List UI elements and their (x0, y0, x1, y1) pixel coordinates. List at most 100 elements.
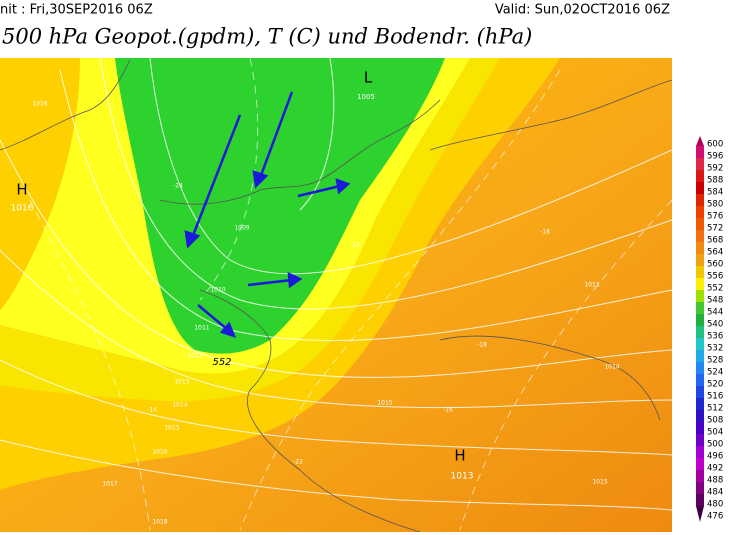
contour-label: 1016 (11, 204, 34, 214)
colorbar-label: 504 (707, 428, 723, 438)
colorbar-cell (696, 470, 704, 482)
map-title: 500 hPa Geopot.(gpdm), T (C) und Bodendr… (2, 25, 532, 49)
contour-label: 1013 (451, 472, 474, 482)
contour-label: 1016 (152, 449, 167, 456)
colorbar: 600 596 592 588 584 580 576 572 568 564 560 556 552 5… (696, 136, 723, 522)
colorbar-cell (696, 194, 704, 206)
colorbar-cap (696, 506, 704, 522)
colorbar-cell (696, 170, 704, 182)
colorbar-cell (696, 182, 704, 194)
colorbar-cell (696, 434, 704, 446)
contour-label: 1012 (187, 353, 202, 360)
colorbar-label: 564 (707, 248, 723, 258)
colorbar-label: 552 (707, 284, 723, 294)
colorbar-cell (696, 398, 704, 410)
contour-label: -18 (540, 229, 550, 236)
colorbar-label: 520 (707, 380, 723, 390)
colorbar-label: 548 (707, 296, 723, 306)
colorbar-label: 528 (707, 356, 723, 366)
colorbar-cell (696, 218, 704, 230)
colorbar-cell (696, 326, 704, 338)
colorbar-cell (696, 362, 704, 374)
colorbar-cell (696, 278, 704, 290)
colorbar-cell (696, 254, 704, 266)
colorbar-cell (696, 410, 704, 422)
colorbar-label: 580 (707, 200, 723, 210)
colorbar-cell (696, 458, 704, 470)
colorbar-label: 480 (707, 500, 723, 510)
map-field (0, 58, 672, 532)
colorbar-label: 544 (707, 308, 723, 318)
contour-label: 1014 (172, 402, 187, 409)
contour-label: 1009 (234, 225, 249, 232)
colorbar-cell (696, 290, 704, 302)
contour-label: 1015 (164, 425, 179, 432)
valid-time: Valid: Sun,02OCT2016 06Z (495, 3, 670, 18)
colorbar-label: 576 (707, 212, 723, 222)
colorbar-label: 496 (707, 452, 723, 462)
colorbar-cell (696, 422, 704, 434)
contour-label: 1015 (592, 479, 607, 486)
colorbar-cell (696, 494, 704, 506)
colorbar-label: 556 (707, 272, 723, 282)
colorbar-label: 516 (707, 392, 723, 402)
colorbar-label: 596 (707, 152, 723, 162)
contour-label: -14 (147, 407, 157, 414)
contour-label: 1014 (604, 364, 619, 371)
contour-label: -24 (173, 183, 183, 190)
contour-label: 1015 (377, 400, 392, 407)
colorbar-label: 568 (707, 236, 723, 246)
colorbar-label: 560 (707, 260, 723, 270)
colorbar-cell (696, 206, 704, 218)
colorbar-label: 492 (707, 464, 723, 474)
colorbar-label: 588 (707, 176, 723, 186)
contour-label: 1011 (194, 325, 209, 332)
colorbar-label: 532 (707, 344, 723, 354)
colorbar-label: 508 (707, 416, 723, 426)
colorbar-cell (696, 314, 704, 326)
colorbar-label: 584 (707, 188, 723, 198)
contour-label: -16 (443, 407, 453, 414)
colorbar-label: 476 (707, 512, 723, 522)
contour-label: 1013 (584, 282, 599, 289)
contour-label: -22 (293, 459, 303, 466)
contour-label: 1010 (210, 287, 225, 294)
pressure-center: H (454, 447, 465, 465)
colorbar-cell (696, 146, 704, 158)
colorbar-cap (696, 136, 704, 146)
colorbar-cell (696, 386, 704, 398)
colorbar-cell (696, 158, 704, 170)
contour-label: 1017 (102, 481, 117, 488)
colorbar-cell (696, 230, 704, 242)
colorbar-label: 500 (707, 440, 723, 450)
contour-label: 1013 (174, 379, 189, 386)
colorbar-cell (696, 350, 704, 362)
init-time: nit : Fri,30SEP2016 06Z (0, 3, 153, 18)
colorbar-label: 572 (707, 224, 723, 234)
colorbar-label: 512 (707, 404, 723, 414)
colorbar-label: 600 (707, 140, 723, 150)
wind-arrows (184, 91, 351, 339)
contour-label: 552 (212, 357, 231, 368)
pressure-center: H (16, 181, 27, 199)
colorbar-label: 536 (707, 332, 723, 342)
colorbar-cell (696, 446, 704, 458)
colorbar-cell (696, 482, 704, 494)
contour-label: -24 (350, 242, 360, 249)
colorbar-cell (696, 266, 704, 278)
contour-label: -18 (477, 342, 487, 349)
pressure-center: L (364, 69, 373, 87)
map-labels: H 1016 L 1005 1016 1009 1010 1011 1012 552 1013 101… (11, 69, 620, 526)
colorbar-cell (696, 242, 704, 254)
colorbar-cell (696, 302, 704, 314)
colorbar-label: 540 (707, 320, 723, 330)
colorbar-label: 592 (707, 164, 723, 174)
colorbar-label: 484 (707, 488, 723, 498)
contour-label: 1016 (32, 101, 47, 108)
contour-label: 1005 (357, 93, 375, 101)
colorbar-label: 524 (707, 368, 723, 378)
contour-label: 1018 (152, 519, 167, 526)
colorbar-label: 488 (707, 476, 723, 486)
